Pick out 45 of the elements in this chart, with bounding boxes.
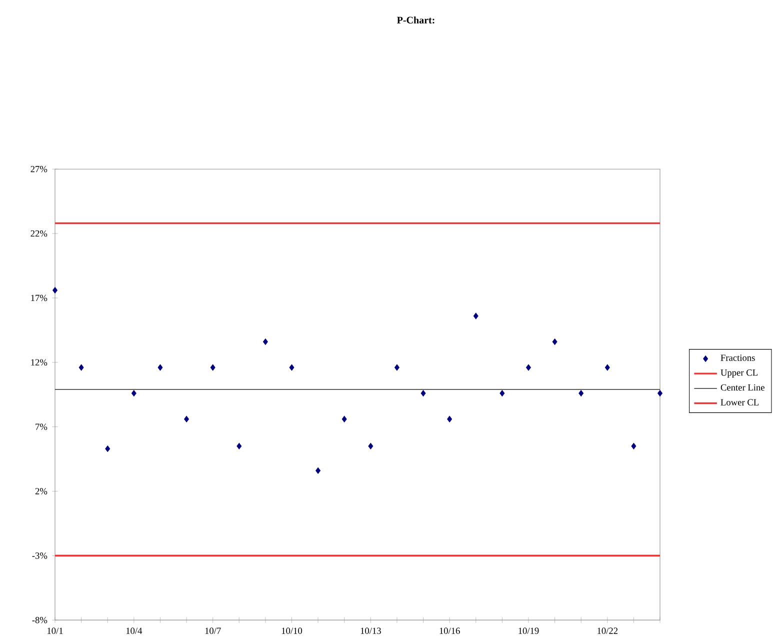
y-tick-label: 17%: [31, 294, 48, 301]
point: [552, 338, 558, 345]
point: [658, 390, 662, 396]
x-tick-label: 10/10: [282, 627, 302, 634]
x-tick-label: 10/16: [440, 627, 460, 634]
point: [316, 467, 321, 474]
point: [473, 312, 478, 319]
legend-label: Fractions: [720, 354, 755, 361]
point: [631, 442, 636, 450]
ref-line-label: Center Line: [720, 384, 764, 390]
point: [52, 286, 58, 294]
point: [105, 445, 110, 452]
chart-title: P-Chart:: [397, 16, 434, 24]
point: [184, 416, 189, 422]
x-tick-label: 10/7: [205, 627, 221, 634]
point: [447, 416, 452, 422]
legend-label: Upper CL: [720, 369, 758, 378]
point: [262, 338, 268, 345]
y-tick-label: 12%: [31, 359, 48, 366]
point: [78, 364, 84, 371]
point: [604, 364, 610, 371]
x-tick-label: 10/13: [360, 627, 381, 634]
x-tick-label: 10/1: [48, 627, 63, 634]
point: [289, 364, 294, 371]
point: [420, 390, 426, 396]
point: [236, 442, 242, 450]
point: [578, 390, 584, 396]
x-tick-label: 10/22: [598, 627, 618, 634]
x-tick-label: 10/4: [126, 627, 142, 634]
point: [342, 416, 347, 422]
point: [394, 364, 400, 371]
y-tick-label: 22%: [30, 230, 48, 236]
y-tick-label: 2%: [35, 488, 48, 494]
y-tick-label: 27%: [30, 166, 48, 172]
legend-label: Lower CL: [720, 398, 759, 406]
point: [131, 390, 136, 396]
y-tick-label: -3%: [32, 552, 48, 559]
point: [368, 442, 374, 450]
point: [158, 364, 163, 371]
point: [526, 364, 531, 371]
x-tick-label: 10/19: [518, 627, 539, 634]
y-tick-label: 7%: [36, 423, 48, 430]
point: [500, 390, 505, 396]
point: [210, 364, 216, 371]
y-tick-label: -8%: [32, 616, 48, 624]
